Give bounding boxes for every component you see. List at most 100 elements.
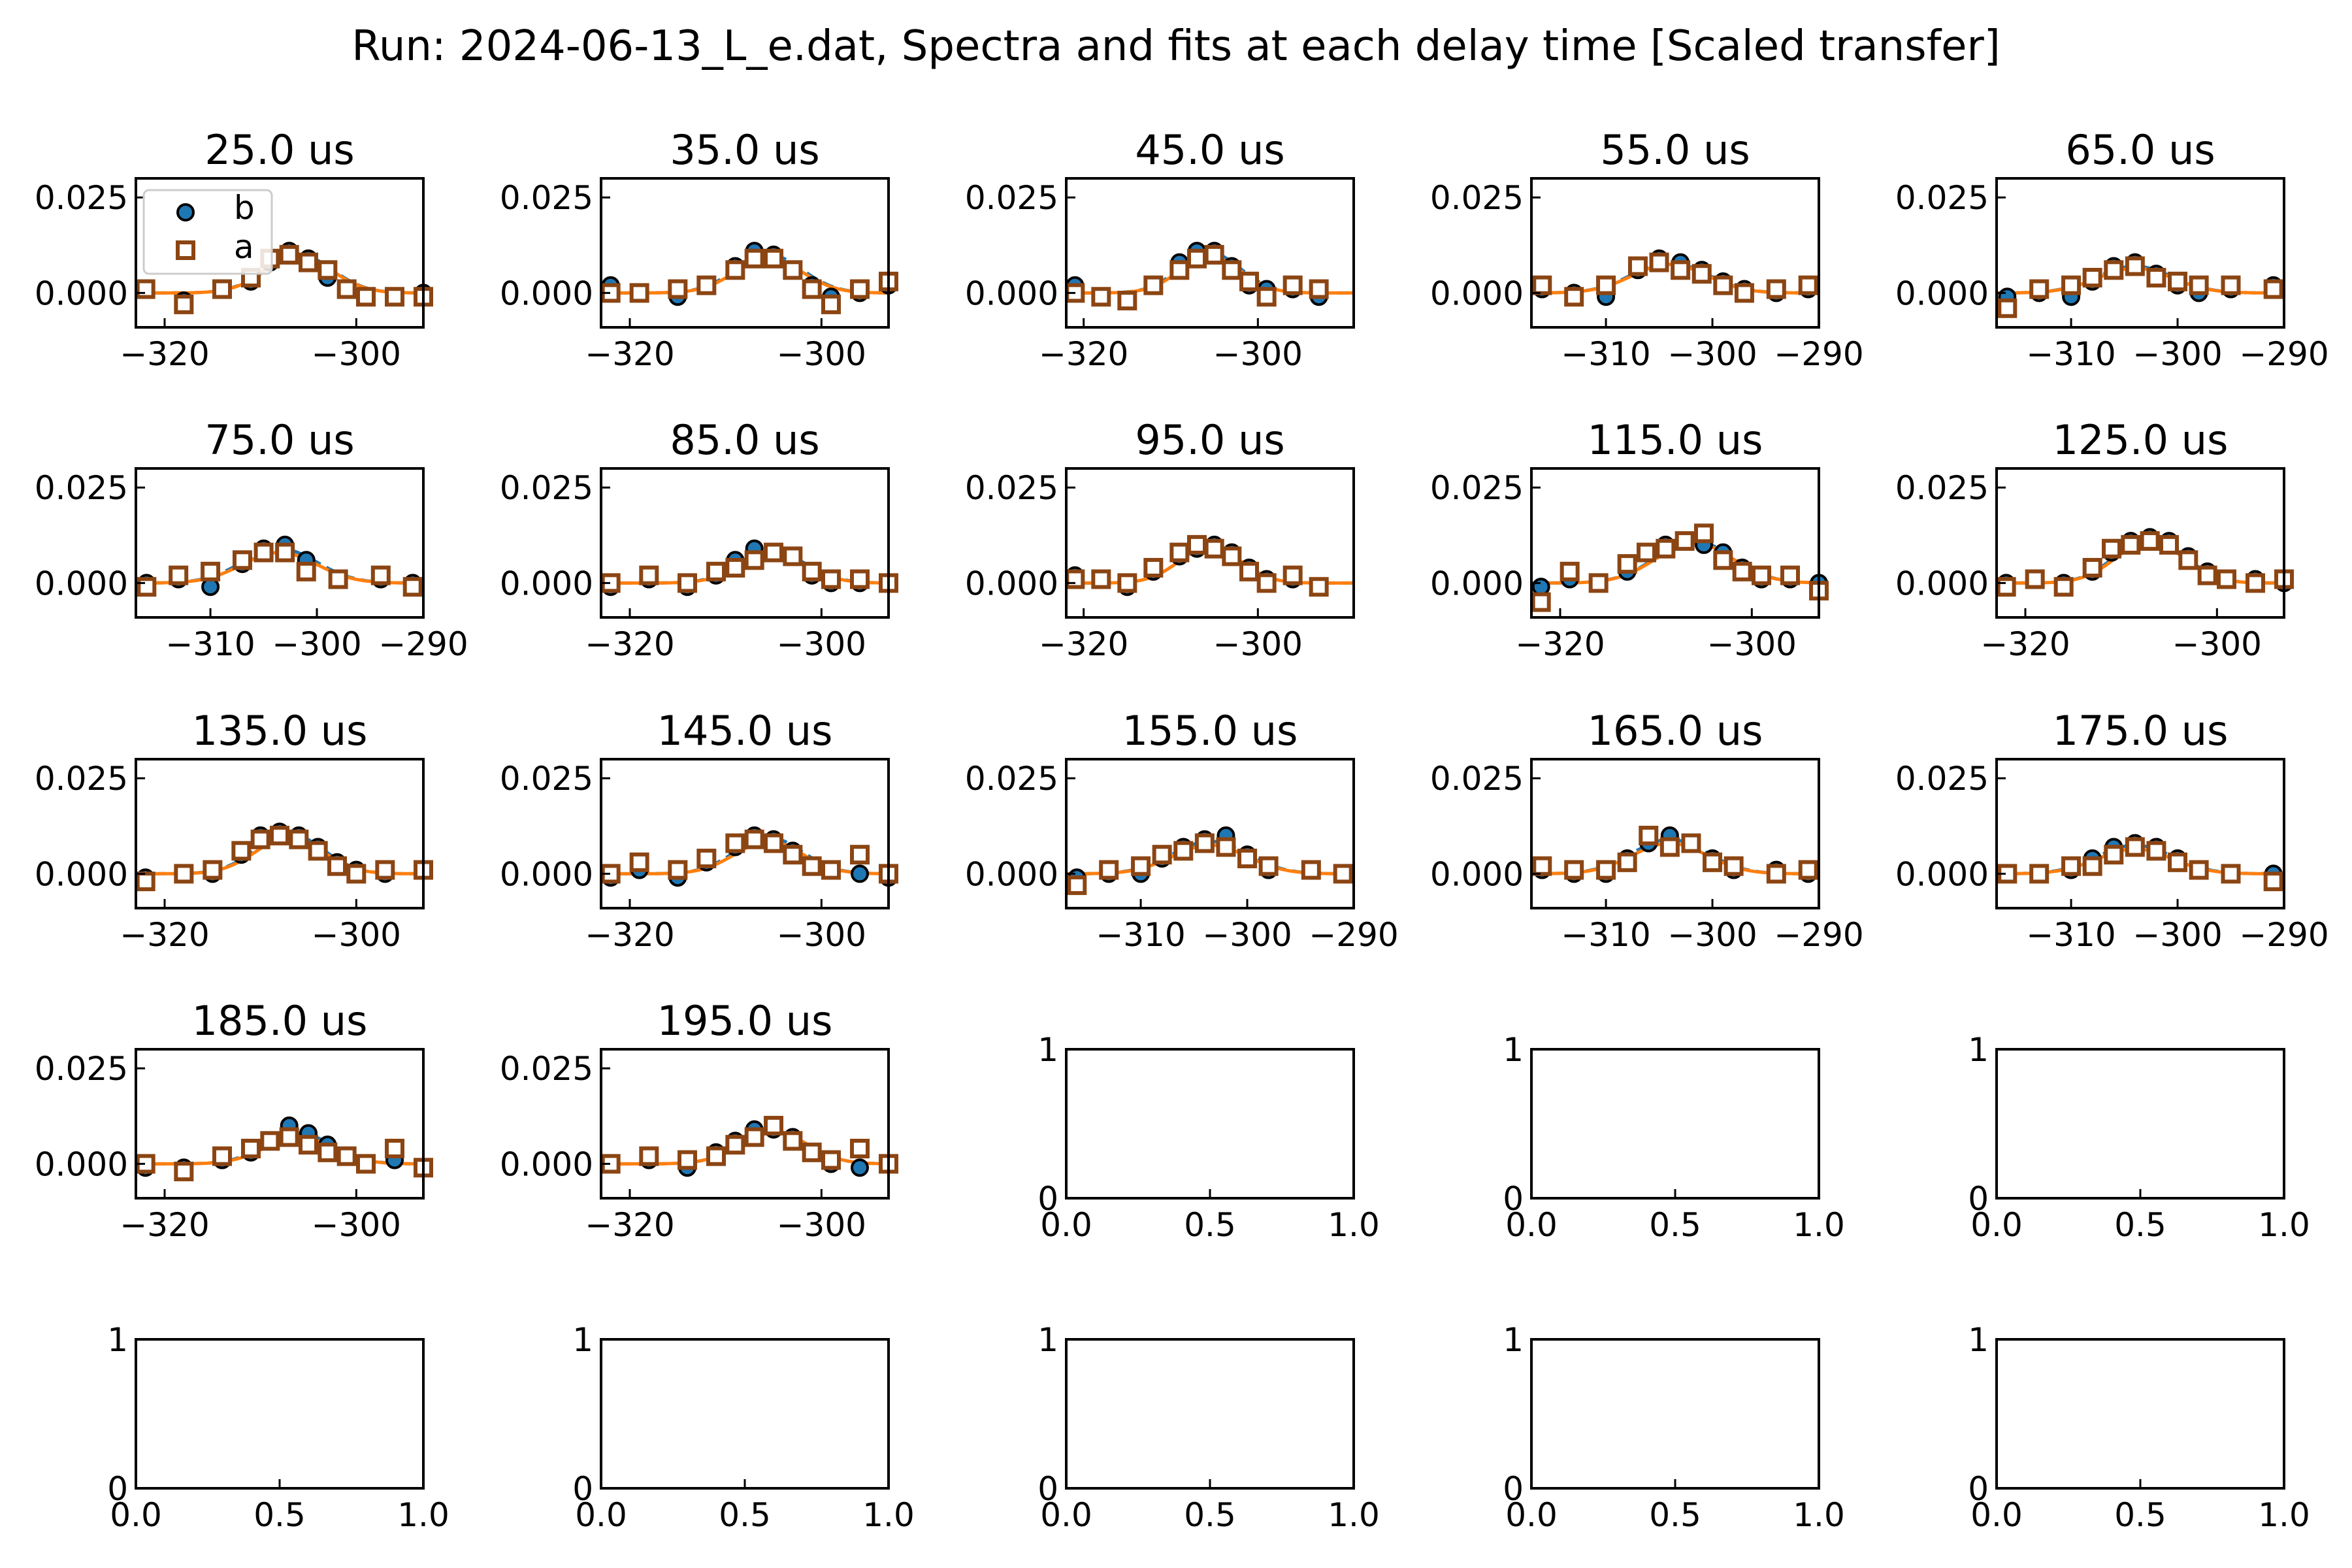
y-tick-label: 0.000: [1895, 274, 1989, 312]
x-tick-label: 0.5: [253, 1496, 306, 1534]
data-point-b: [851, 864, 869, 883]
data-point-a: [279, 244, 299, 265]
data-point-a: [201, 561, 221, 581]
data-point-a: [1065, 569, 1085, 589]
x-tick-label: −300: [1202, 916, 1292, 954]
data-point-a: [174, 864, 194, 884]
data-point-a: [783, 260, 803, 280]
y-tick-label: 0.025: [500, 1050, 593, 1088]
subplot-title: 185.0 us: [192, 997, 368, 1045]
axes-frame: [135, 1048, 425, 1200]
x-tick-label: −320: [120, 335, 209, 373]
data-point-a: [1560, 561, 1580, 581]
x-tick-label: −300: [1707, 625, 1797, 663]
axes-frame: [600, 1338, 890, 1490]
data-point-a: [802, 856, 822, 876]
y-tick-label: 0.000: [500, 1145, 593, 1183]
data-point-a: [1627, 256, 1648, 276]
x-tick-label: 1.0: [2258, 1496, 2310, 1534]
data-point-a: [2140, 531, 2160, 551]
data-point-a: [802, 561, 822, 581]
y-tick-label: 0.000: [500, 564, 593, 602]
y-tick-label: 0.025: [500, 760, 593, 798]
data-point-a: [725, 558, 745, 578]
subplot: 75.0 us −310 −300 −290 0.000 0.025: [35, 416, 468, 663]
x-tick-label: −290: [1774, 335, 1863, 373]
data-point-a: [1282, 275, 1303, 295]
axes-frame: [1530, 467, 1820, 619]
y-tick-label: 0.025: [965, 760, 1058, 798]
data-point-a: [402, 577, 423, 597]
data-point-a: [250, 829, 270, 849]
subplot-title: 25.0 us: [204, 126, 354, 174]
y-tick-label: 0: [1503, 1180, 1524, 1218]
data-point-a: [1187, 534, 1207, 555]
axes-frame: [600, 467, 890, 619]
x-tick-label: 0.5: [2114, 1206, 2166, 1244]
x-tick-label: 0.5: [1184, 1206, 1236, 1244]
x-tick-label: −320: [585, 625, 674, 663]
x-tick-label: −300: [1667, 335, 1757, 373]
data-point-a: [1780, 565, 1800, 585]
data-point-a: [275, 542, 295, 563]
data-point-a: [1639, 825, 1659, 845]
x-tick-label: −290: [1309, 916, 1398, 954]
x-tick-label: 1.0: [2258, 1206, 2310, 1244]
data-point-a: [1694, 523, 1714, 544]
data-point-a: [1564, 287, 1584, 307]
data-point-a: [744, 550, 764, 570]
axes-frame: [135, 758, 425, 909]
y-tick-label: 0.025: [1895, 469, 1989, 507]
data-point-a: [241, 1139, 261, 1158]
x-tick-label: 1.0: [862, 1496, 915, 1534]
data-point-a: [783, 546, 803, 566]
x-tick-label: 0.5: [1184, 1496, 1236, 1534]
data-point-a: [2082, 856, 2102, 876]
axes-frame: [135, 1338, 425, 1490]
x-tick-label: −320: [585, 335, 674, 373]
data-point-a: [299, 252, 318, 272]
x-tick-label: −320: [1039, 625, 1128, 663]
subplot: 0.0 0.5 1.0 0 1: [572, 1321, 915, 1534]
subplot: 185.0 us −320 −300 0.000 0.025: [35, 997, 433, 1244]
data-point-a: [289, 829, 309, 849]
subplot: 85.0 us −320 −300 0.000 0.025: [500, 416, 898, 663]
data-point-a: [678, 1150, 697, 1170]
data-point-a: [1309, 577, 1329, 597]
y-tick-label: 1: [1968, 1321, 1989, 1359]
x-tick-label: −300: [1213, 335, 1303, 373]
y-tick-label: 0.025: [965, 469, 1058, 507]
data-point-a: [1617, 554, 1637, 574]
data-point-a: [1766, 864, 1786, 884]
subplot: 0.0 0.5 1.0 0 1: [1037, 1321, 1380, 1534]
data-point-a: [1656, 538, 1676, 559]
axes-frame: [1065, 1338, 1355, 1490]
data-point-a: [1301, 860, 1321, 880]
data-point-a: [1723, 856, 1744, 876]
subplot: 0.0 0.5 1.0 0 1: [107, 1321, 449, 1534]
data-point-a: [299, 1135, 318, 1155]
axes-frame: [600, 177, 890, 329]
x-tick-label: 0.0: [1040, 1496, 1092, 1534]
data-point-a: [1309, 279, 1329, 299]
data-point-a: [1588, 573, 1609, 593]
data-point-a: [2125, 256, 2145, 276]
y-tick-label: 0: [1968, 1180, 1989, 1218]
subplot: 175.0 us −310 −300 −290 0.000 0.025: [1895, 707, 2329, 954]
legend-label-b: b: [234, 189, 255, 227]
x-tick-label: −320: [585, 1206, 674, 1244]
data-point-a: [821, 1150, 841, 1170]
data-point-a: [1169, 260, 1190, 280]
data-point-a: [1671, 260, 1691, 280]
data-point-a: [706, 1146, 726, 1166]
data-point-a: [2146, 268, 2166, 287]
legend-label-a: a: [234, 228, 254, 266]
axes-frame: [1065, 1048, 1355, 1200]
data-point-a: [1732, 561, 1752, 581]
subplot-title: 195.0 us: [657, 997, 833, 1045]
data-point-a: [850, 845, 870, 865]
axes-frame: [1995, 1048, 2285, 1200]
data-point-a: [2263, 279, 2283, 299]
data-point-a: [1237, 849, 1258, 868]
data-point-a: [279, 1127, 299, 1147]
